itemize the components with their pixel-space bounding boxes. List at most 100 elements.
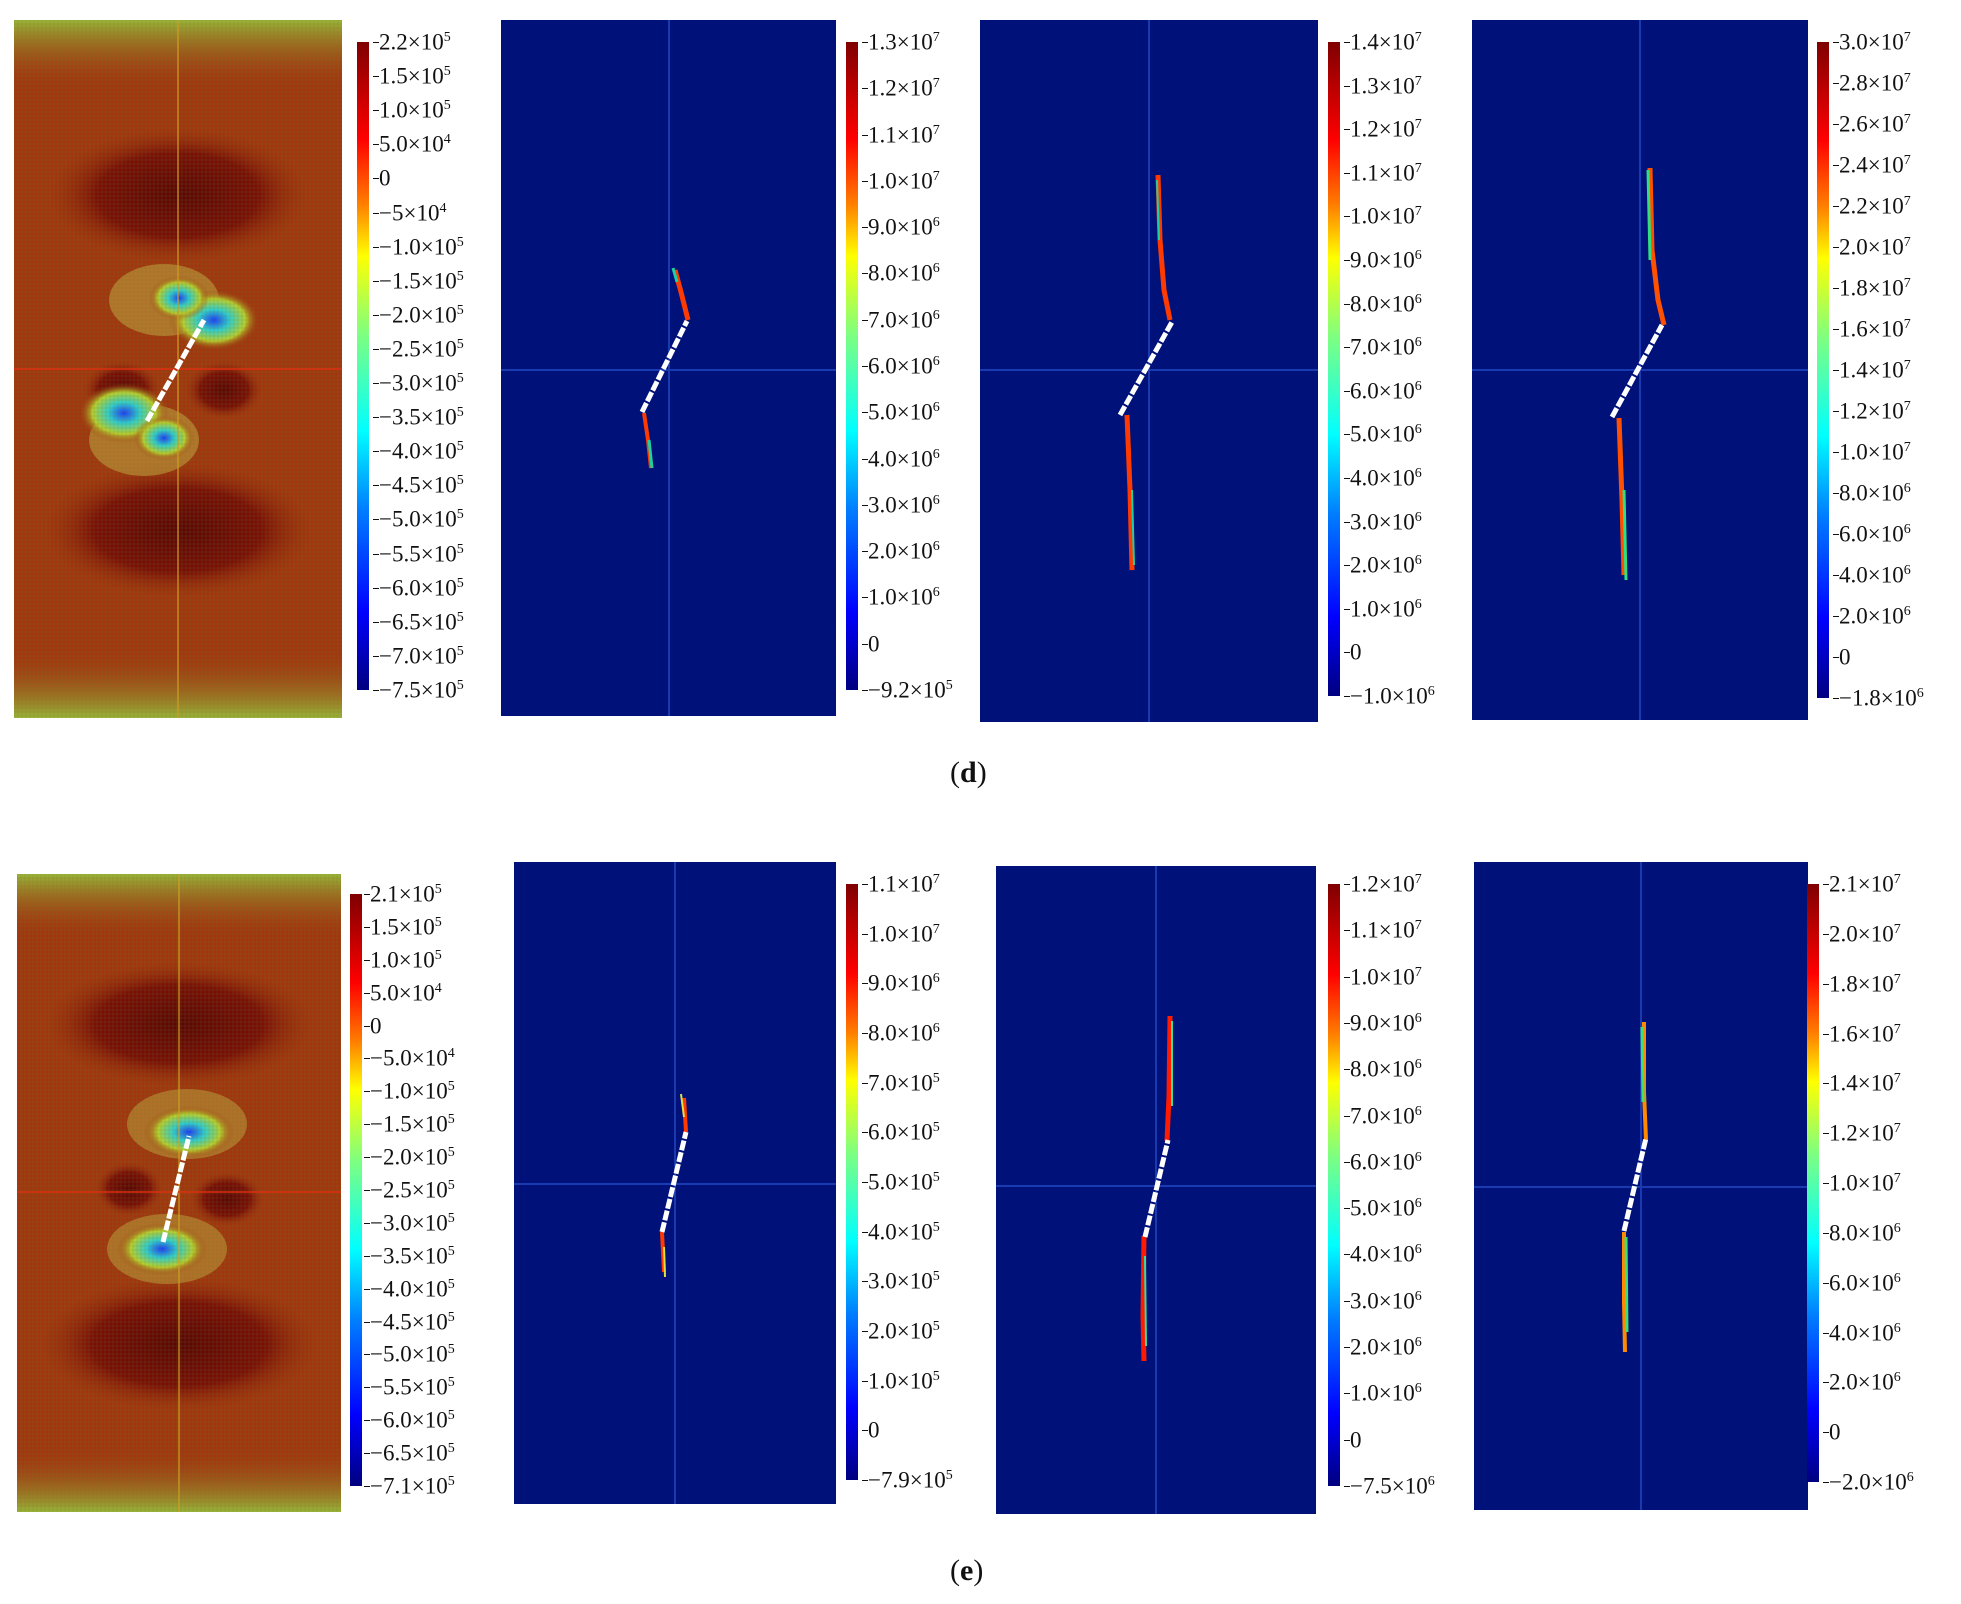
- colorbar-tick-label: 0: [1350, 639, 1362, 665]
- figure-caption: (e): [950, 1554, 984, 1587]
- colorbar-tick-label: 1.5×105: [370, 914, 442, 940]
- colorbar-tick-label: 9.0×106: [1350, 1010, 1422, 1036]
- colorbar-tick-mark: [862, 319, 868, 321]
- colorbar-tick-label: 5.0×106: [868, 399, 940, 425]
- colorbar: [1817, 42, 1829, 698]
- colorbar-tick-label: 1.0×107: [1839, 439, 1911, 465]
- colorbar-tick-mark: [364, 1091, 370, 1093]
- colorbar-tick-mark: [1833, 698, 1839, 699]
- colorbar-tick-label: 2.0×107: [1839, 234, 1911, 260]
- colorbar-tick-mark: [1344, 1254, 1350, 1256]
- colorbar-tick-mark: [1833, 452, 1839, 453]
- colorbar-tick-label: 1.0×107: [1829, 1170, 1901, 1196]
- colorbar-tick-label: 1.3×107: [868, 29, 940, 55]
- pressure-field-map: [17, 874, 341, 1512]
- colorbar-tick-mark: [862, 933, 868, 935]
- colorbar-tick-mark: [1823, 884, 1829, 885]
- colorbar-tick-label: 8.0×106: [1829, 1220, 1901, 1246]
- colorbar-tick-label: −3.0×105: [379, 370, 464, 396]
- colorbar-tick-mark: [373, 519, 379, 521]
- fracture-field-map: [996, 866, 1316, 1514]
- colorbar-tick-label: 7.0×106: [1350, 334, 1422, 360]
- colorbar-tick-label: −6.5×105: [370, 1440, 455, 1466]
- colorbar-tick-mark: [1344, 884, 1350, 885]
- colorbar-tick-labels: 1.3×107 1.2×107 1.1×107 1.0×107 9.0×106 8.0×1…: [862, 30, 988, 702]
- colorbar-tick-mark: [1344, 303, 1350, 305]
- colorbar-tick-label: −7.9×105: [868, 1467, 953, 1493]
- colorbar: [1807, 884, 1819, 1482]
- colorbar: [1328, 42, 1340, 696]
- colorbar-tick-label: 0: [868, 631, 880, 657]
- colorbar-tick-mark: [1344, 521, 1350, 523]
- colorbar-tick-label: 2.8×107: [1839, 70, 1911, 96]
- colorbar-tick-mark: [1344, 85, 1350, 87]
- colorbar-tick-mark: [1344, 976, 1350, 978]
- colorbar-tick-mark: [1833, 657, 1839, 658]
- colorbar-tick-mark: [1823, 1183, 1829, 1184]
- colorbar-tick-mark: [862, 1231, 868, 1233]
- colorbar-tick-mark: [1833, 616, 1839, 617]
- colorbar-tick-mark: [364, 1354, 370, 1356]
- colorbar-tick-mark: [1823, 983, 1829, 985]
- colorbar-tick-label: −6.0×105: [379, 575, 464, 601]
- colorbar-tick-label: 5.0×106: [1350, 421, 1422, 447]
- figure-row-d: 2.2×105 1.5×105 1.0×105 5.0×104 0 −5×104 −1.0×…: [0, 0, 1961, 800]
- colorbar-tick-label: 0: [1829, 1419, 1841, 1445]
- colorbar-tick-mark: [862, 884, 868, 885]
- colorbar-tick-mark: [364, 1058, 370, 1060]
- colorbar-tick-label: 1.1×107: [868, 871, 940, 897]
- colorbar: [357, 42, 369, 690]
- colorbar-tick-labels: 1.4×107 1.3×107 1.2×107 1.1×107 1.0×107 9.0×1…: [1344, 30, 1470, 708]
- colorbar-tick-mark: [364, 1387, 370, 1389]
- colorbar-tick-label: −4.0×105: [370, 1276, 455, 1302]
- colorbar-tick-mark: [862, 1480, 868, 1481]
- colorbar-tick-label: −7.0×105: [379, 643, 464, 669]
- colorbar-tick-mark: [373, 178, 379, 180]
- colorbar-tick-mark: [862, 983, 868, 985]
- colorbar-tick-mark: [862, 412, 868, 414]
- fracture-field-map: [1472, 20, 1808, 720]
- colorbar-tick-label: 2.6×107: [1839, 111, 1911, 137]
- colorbar-tick-label: −2.5×105: [370, 1177, 455, 1203]
- colorbar-tick-label: 1.0×107: [868, 921, 940, 947]
- colorbar-tick-mark: [862, 1132, 868, 1134]
- colorbar-tick-mark: [1823, 1133, 1829, 1135]
- colorbar-tick-mark: [1344, 216, 1350, 218]
- colorbar-tick-label: 2.0×106: [1829, 1369, 1901, 1395]
- colorbar-tick-label: 6.0×106: [1350, 1149, 1422, 1175]
- colorbar-tick-mark: [373, 314, 379, 316]
- colorbar-tick-mark: [1823, 1232, 1829, 1234]
- colorbar-tick-mark: [373, 655, 379, 657]
- colorbar-tick-mark: [1344, 42, 1350, 43]
- colorbar-tick-label: 5.0×106: [1350, 1195, 1422, 1221]
- colorbar-tick-label: 7.0×106: [1350, 1103, 1422, 1129]
- colorbar-tick-mark: [1344, 1393, 1350, 1395]
- fracture-field-map: [980, 20, 1318, 722]
- colorbar-tick-label: 2.1×105: [370, 881, 442, 907]
- colorbar-tick-label: −4.5×105: [379, 472, 464, 498]
- colorbar-tick-mark: [862, 180, 868, 182]
- colorbar-tick-label: −2.0×106: [1829, 1469, 1914, 1495]
- colorbar-tick-mark: [1344, 129, 1350, 131]
- colorbar-tick-label: 6.0×106: [1839, 521, 1911, 547]
- colorbar-tick-mark: [862, 504, 868, 506]
- colorbar-tick-label: 8.0×106: [868, 1020, 940, 1046]
- colorbar-tick-mark: [862, 1182, 868, 1183]
- colorbar-tick-label: −5.0×105: [379, 506, 464, 532]
- colorbar-tick-labels: 2.2×105 1.5×105 1.0×105 5.0×104 0 −5×104 −1.0×…: [373, 30, 499, 702]
- colorbar-tick-label: −5.0×105: [370, 1341, 455, 1367]
- colorbar-tick-mark: [364, 1124, 370, 1126]
- fracture-field-map: [514, 862, 836, 1504]
- colorbar-tick-label: −2.0×105: [379, 302, 464, 328]
- colorbar-tick-label: 1.8×107: [1829, 971, 1901, 997]
- colorbar-tick-mark: [373, 621, 379, 623]
- pressure-field-map: [14, 20, 342, 718]
- colorbar-tick-mark: [1344, 696, 1350, 697]
- colorbar-tick-label: 1.1×107: [1350, 160, 1422, 186]
- colorbar-tick-mark: [1344, 1347, 1350, 1349]
- colorbar-tick-label: −3.0×105: [370, 1210, 455, 1236]
- colorbar-tick-label: 8.0×106: [1839, 480, 1911, 506]
- colorbar-tick-label: 2.0×106: [868, 538, 940, 564]
- colorbar-tick-mark: [1344, 347, 1350, 349]
- colorbar: [1328, 884, 1340, 1486]
